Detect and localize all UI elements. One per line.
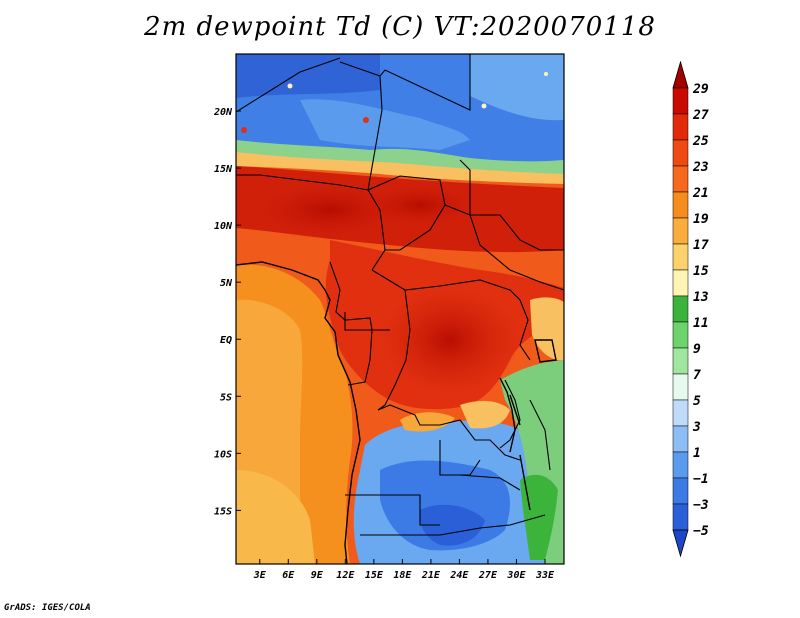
colorbar-swatch — [672, 243, 689, 271]
colorbar-label: 5 — [693, 394, 701, 409]
lon-tick-label: 15E — [365, 570, 384, 581]
lon-tick-label: 21E — [421, 570, 441, 581]
colorbar-swatch — [672, 87, 689, 115]
lon-tick-label: 9E — [311, 570, 324, 581]
colorbar-arrow-top — [672, 60, 689, 89]
colorbar-swatch — [672, 321, 689, 349]
colorbar-label: 15 — [693, 264, 709, 279]
longitude-axis: 3E 6E 9E 12E 15E 18E 21E 24E 27E 30E 33E — [253, 559, 555, 581]
lon-tick-label: 33E — [535, 570, 555, 581]
colorbar-swatch — [672, 139, 689, 167]
lat-tick-label: 15N — [214, 164, 233, 175]
lon-tick-label: 24E — [449, 570, 469, 581]
lon-tick-label: 27E — [478, 570, 498, 581]
map-title: 2m dewpoint Td (C) VT:2020070118 — [144, 12, 656, 42]
colorbar-label: 7 — [693, 368, 701, 383]
colorbar-swatch — [672, 399, 689, 427]
colorbar-label: 19 — [693, 212, 709, 227]
lon-tick-label: 18E — [393, 570, 412, 581]
colorbar-label: 3 — [692, 420, 701, 435]
grads-credit: GrADS: IGES/COLA — [4, 603, 91, 613]
lon-tick-label: 12E — [336, 570, 355, 581]
colorbar: 29 27 25 23 21 19 17 15 13 11 9 7 5 3 1 −1 −3 −5 — [672, 60, 709, 558]
colorbar-swatch — [672, 477, 689, 505]
lat-tick-label: 5S — [220, 392, 232, 403]
lat-tick-label: 10N — [214, 221, 233, 232]
colorbar-label: 29 — [692, 82, 709, 97]
colorbar-label: 11 — [693, 316, 709, 331]
colorbar-label: 17 — [693, 238, 709, 253]
colorbar-label: 23 — [692, 160, 709, 175]
colorbar-swatch — [672, 165, 689, 193]
colorbar-label: 27 — [692, 108, 709, 123]
lat-tick-label: 10S — [214, 449, 232, 460]
lat-tick-label: 5N — [220, 278, 233, 289]
lat-tick-label: EQ — [220, 335, 232, 346]
map-frame — [235, 53, 565, 565]
lon-tick-label: 3E — [253, 570, 267, 581]
colorbar-label: −3 — [693, 498, 709, 513]
colorbar-label: 25 — [692, 134, 709, 149]
colorbar-arrow-bottom — [672, 529, 689, 558]
colorbar-label: −5 — [693, 524, 709, 539]
colorbar-label: 21 — [692, 186, 709, 201]
colorbar-swatch — [672, 373, 689, 401]
lon-tick-label: 6E — [282, 570, 295, 581]
lon-tick-label: 30E — [506, 570, 526, 581]
country-borders — [236, 54, 564, 536]
colorbar-swatch — [672, 113, 689, 141]
colorbar-swatch — [672, 191, 689, 219]
colorbar-swatch — [672, 451, 689, 479]
colorbar-swatch — [672, 503, 689, 531]
colorbar-label: 9 — [693, 342, 701, 357]
lat-tick-label: 15S — [214, 506, 232, 517]
colorbar-swatch — [672, 425, 689, 453]
dewpoint-field — [236, 54, 564, 564]
colorbar-swatch — [672, 295, 689, 323]
colorbar-label: 1 — [693, 446, 701, 461]
colorbar-label: −1 — [693, 472, 709, 487]
latitude-axis: 20N 15N 10N 5N EQ 5S 10S 15S — [213, 107, 241, 517]
colorbar-swatch — [672, 269, 689, 297]
coastlines — [236, 261, 557, 564]
lat-tick-label: 20N — [213, 107, 233, 118]
colorbar-label: 13 — [693, 290, 709, 305]
colorbar-swatch — [672, 217, 689, 245]
colorbar-swatch — [672, 347, 689, 375]
